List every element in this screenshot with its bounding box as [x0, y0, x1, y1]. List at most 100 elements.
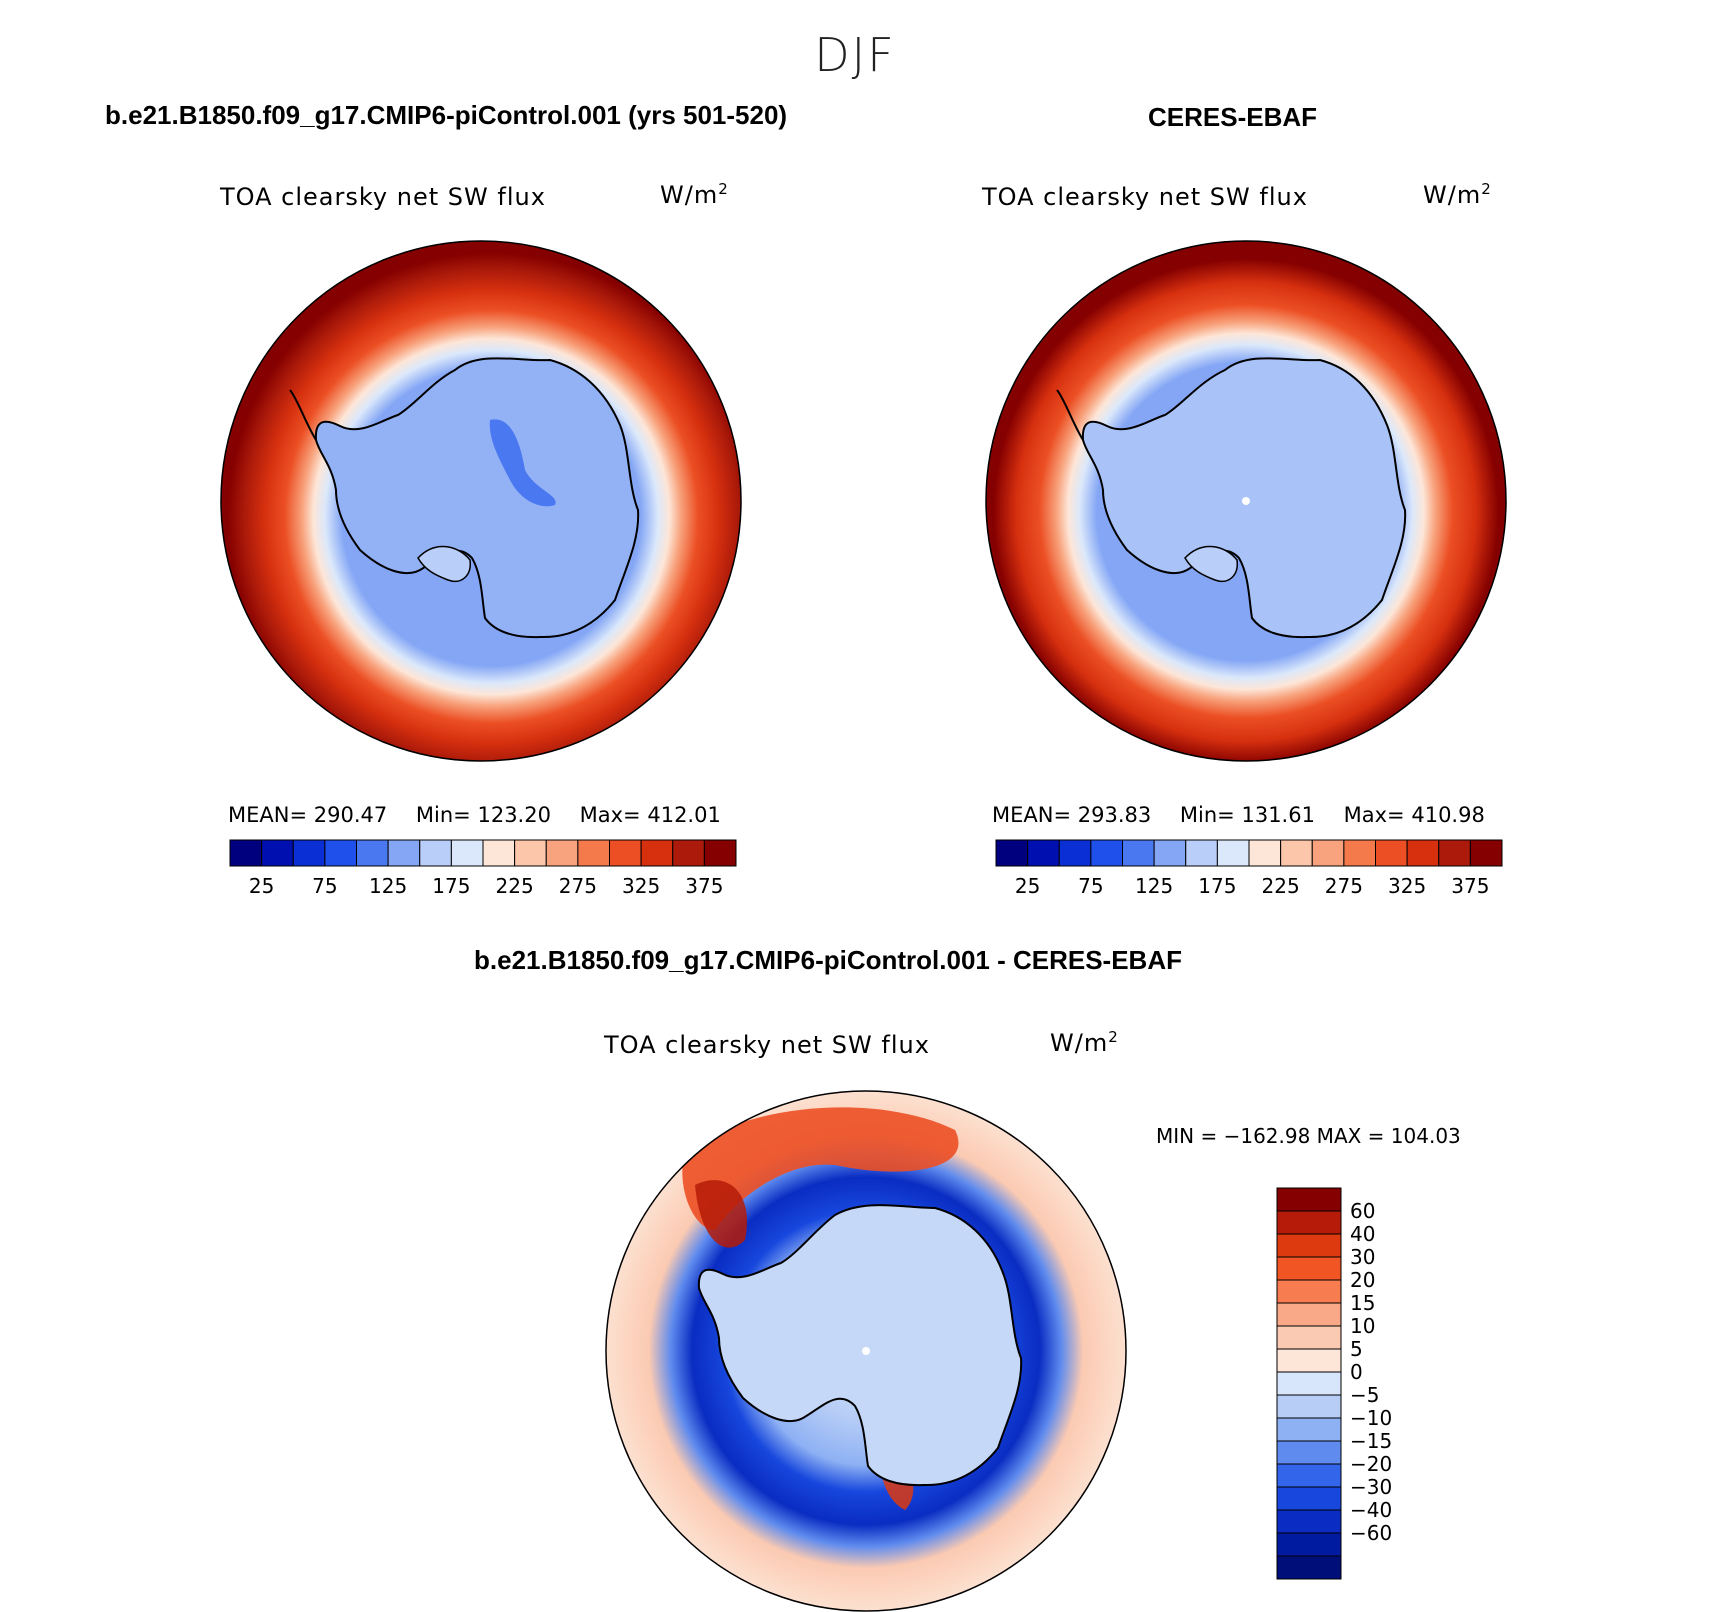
colorbar-model-tick-label: 25	[248, 874, 275, 898]
map-diff	[605, 1090, 1127, 1612]
colorbar-model-swatch	[387, 839, 421, 867]
south-pole-marker-diff	[862, 1347, 870, 1355]
map-obs	[985, 240, 1507, 762]
diff-positive-north	[682, 1107, 959, 1230]
colorbar-diff-tick-label: 5	[1350, 1337, 1363, 1361]
variable-label-obs: TOA clearsky net SW flux	[982, 183, 1308, 211]
colorbar-model-swatch	[261, 839, 294, 867]
colorbar-obs-swatch	[1406, 839, 1440, 867]
colorbar-diff-swatch	[1276, 1440, 1342, 1465]
diff-minmax: MIN = −162.98 MAX = 104.03	[1156, 1124, 1461, 1148]
antarctic-peninsula	[289, 389, 317, 441]
variable-label-diff: TOA clearsky net SW flux	[604, 1031, 930, 1059]
colorbar-diff-tick-label: −40	[1350, 1498, 1393, 1522]
variable-label-model: TOA clearsky net SW flux	[220, 183, 546, 211]
colorbar-model-swatch	[292, 839, 326, 867]
ross-ice-shelf-obs	[1184, 545, 1238, 582]
colorbar-model-labels: 25 75 125 175 225 275 325 375	[230, 874, 736, 900]
colorbar-obs-swatch	[1469, 839, 1503, 867]
units-label-model: W/m2	[660, 180, 729, 209]
colorbar-model-swatch	[545, 839, 579, 867]
colorbar-obs-swatch	[1216, 839, 1250, 867]
colorbar-model-tick-label: 125	[369, 874, 408, 898]
colorbar-model-tick-label: 375	[685, 874, 724, 898]
colorbar-obs	[995, 839, 1503, 867]
colorbar-diff-swatch	[1276, 1279, 1342, 1304]
south-pole-marker	[1242, 497, 1250, 505]
colorbar-obs-tick-label: 275	[1324, 874, 1363, 898]
season-title: DJF	[814, 28, 896, 82]
colorbar-obs-tick-label: 25	[1014, 874, 1041, 898]
colorbar-model-swatch	[703, 839, 737, 867]
colorbar-obs-swatch	[995, 839, 1029, 867]
colorbar-model-swatch	[356, 839, 389, 867]
colorbar-diff-swatch	[1276, 1532, 1342, 1557]
colorbar-obs-swatch	[1311, 839, 1345, 867]
colorbar-obs-tick-label: 125	[1135, 874, 1174, 898]
colorbar-diff-labels: 60 40 30 20 15 10 5 0 −5 −10 −15 −20 −30 −40 −60	[1350, 1188, 1430, 1579]
colorbar-diff-tick-label: −10	[1350, 1406, 1393, 1430]
stats-model: MEAN= 290.47 Min= 123.20 Max= 412.01	[228, 803, 721, 827]
units-label-obs: W/m2	[1423, 180, 1492, 209]
colorbar-obs-tick-label: 325	[1388, 874, 1427, 898]
map-model	[220, 240, 742, 762]
stats-obs: MEAN= 293.83 Min= 131.61 Max= 410.98	[992, 803, 1485, 827]
colorbar-model-swatch	[450, 839, 484, 867]
colorbar-diff-tick-label: 60	[1350, 1199, 1376, 1223]
colorbar-obs-swatch	[1280, 839, 1313, 867]
colorbar-diff-tick-label: 40	[1350, 1222, 1376, 1246]
colorbar-diff-swatch	[1276, 1463, 1342, 1488]
colorbar-diff-swatch	[1276, 1256, 1342, 1281]
colorbar-diff	[1276, 1187, 1342, 1580]
panel-title-obs: CERES-EBAF	[1148, 102, 1318, 132]
colorbar-model-swatch	[324, 839, 357, 867]
map-obs-border	[985, 240, 1507, 762]
colorbar-model-swatch	[672, 839, 705, 867]
antarctica-outline-diff	[697, 1204, 1023, 1487]
colorbar-obs-labels: 25 75 125 175 225 275 325 375	[996, 874, 1502, 900]
colorbar-diff-tick-label: −20	[1350, 1452, 1393, 1476]
colorbar-obs-swatch	[1248, 839, 1282, 867]
colorbar-diff-tick-label: −30	[1350, 1475, 1393, 1499]
colorbar-obs-tick-label: 225	[1261, 874, 1300, 898]
map-model-border	[220, 240, 742, 762]
colorbar-diff-tick-label: 30	[1350, 1245, 1376, 1269]
colorbar-diff-swatch	[1276, 1371, 1342, 1396]
colorbar-diff-swatch	[1276, 1187, 1342, 1212]
colorbar-obs-swatch	[1343, 839, 1376, 867]
colorbar-model-tick-label: 225	[495, 874, 534, 898]
antarctic-peninsula-obs	[1056, 389, 1084, 441]
colorbar-diff-tick-label: 0	[1350, 1360, 1363, 1384]
diff-positive-peninsula	[695, 1180, 747, 1248]
colorbar-diff-swatch	[1276, 1555, 1342, 1580]
units-label-diff: W/m2	[1050, 1028, 1119, 1057]
colorbar-model-swatch	[577, 839, 610, 867]
colorbar-model-swatch	[609, 839, 642, 867]
colorbar-model-swatch	[640, 839, 674, 867]
ross-ice-shelf	[417, 545, 471, 582]
colorbar-diff-swatch	[1276, 1394, 1342, 1419]
colorbar-model-tick-label: 75	[312, 874, 338, 898]
colorbar-model-swatch	[482, 839, 516, 867]
colorbar-diff-tick-label: 15	[1350, 1291, 1376, 1315]
colorbar-model-tick-label: 275	[558, 874, 597, 898]
colorbar-obs-swatch	[1185, 839, 1218, 867]
colorbar-diff-swatch	[1276, 1417, 1342, 1442]
colorbar-diff-swatch	[1276, 1486, 1342, 1511]
colorbar-diff-swatch	[1276, 1233, 1342, 1258]
colorbar-diff-tick-label: 20	[1350, 1268, 1376, 1292]
colorbar-obs-swatch	[1122, 839, 1155, 867]
colorbar-model-tick-label: 175	[432, 874, 471, 898]
colorbar-obs-swatch	[1438, 839, 1471, 867]
colorbar-model-tick-label: 325	[622, 874, 661, 898]
colorbar-obs-tick-label: 175	[1198, 874, 1237, 898]
colorbar-diff-tick-label: −15	[1350, 1429, 1393, 1453]
colorbar-model	[229, 839, 737, 867]
colorbar-obs-swatch	[1058, 839, 1092, 867]
colorbar-obs-swatch	[1090, 839, 1123, 867]
colorbar-diff-tick-label: −60	[1350, 1521, 1393, 1545]
colorbar-model-swatch	[514, 839, 547, 867]
colorbar-diff-swatch	[1276, 1348, 1342, 1373]
colorbar-obs-swatch	[1375, 839, 1408, 867]
colorbar-obs-swatch	[1153, 839, 1187, 867]
